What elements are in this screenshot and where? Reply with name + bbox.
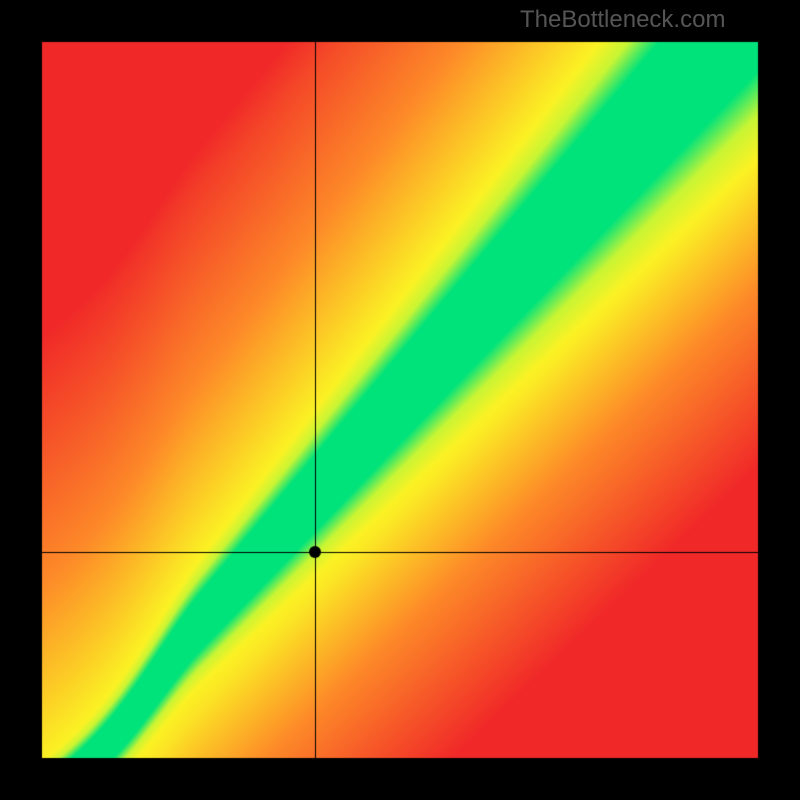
heatmap-canvas [0,0,800,800]
watermark-text: TheBottleneck.com [520,6,725,34]
bottleneck-heatmap: TheBottleneck.com [0,0,800,800]
